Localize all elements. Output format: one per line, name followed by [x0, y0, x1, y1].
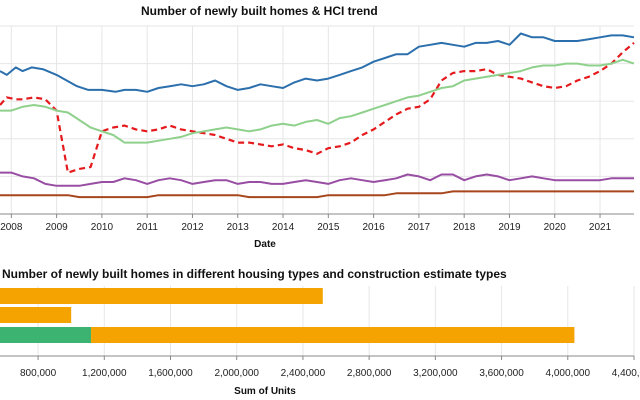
bar-x-tick-label: 1,600,000	[148, 368, 193, 379]
x-tick-label: 2010	[91, 222, 114, 233]
bar-row-3-segment-1	[0, 327, 92, 343]
bar-x-tick-label: 4,000,000	[546, 368, 591, 379]
bar-row-3-segment-2	[91, 327, 575, 343]
x-tick-label: 2019	[498, 222, 521, 233]
x-tick-label: 2015	[317, 222, 340, 233]
bar-x-axis-title: Sum of Units	[234, 386, 296, 397]
x-tick-label: 2018	[453, 222, 476, 233]
x-axis-title: Date	[254, 239, 276, 250]
x-tick-label: 2021	[589, 222, 612, 233]
bar-x-tick-label: 2,800,000	[347, 368, 392, 379]
x-tick-label: 2011	[136, 222, 158, 233]
bar-x-tick-label: 3,200,000	[413, 368, 458, 379]
bar-x-tick-label: 2,400,000	[281, 368, 326, 379]
series-line-4	[0, 171, 634, 187]
line-chart-title: Number of newly built homes & HCI trend	[141, 4, 378, 18]
x-tick-label: 2020	[544, 222, 567, 233]
bar-x-tick-label: 2,000,000	[214, 368, 259, 379]
series-line-1	[0, 32, 635, 93]
x-tick-label: 2012	[181, 222, 204, 233]
bar-x-tick-label: 1,200,000	[82, 368, 127, 379]
series-line-2	[0, 42, 635, 174]
bar-row-1-segment-1	[0, 288, 323, 304]
bar-row-2-segment-1	[0, 307, 72, 323]
bar-chart-title: Number of newly built homes in different…	[2, 267, 507, 281]
x-tick-label: 2013	[227, 222, 250, 233]
bar-x-tick-label: 800,000	[20, 368, 57, 379]
series-line-5	[0, 190, 634, 199]
x-tick-label: 2017	[408, 222, 431, 233]
bar-x-tick-label: 4,400,000	[612, 368, 640, 379]
series-line-3	[0, 58, 635, 144]
line-chart: 2008 2009 2010 2011 2012 2013 2014 2015 2016 2017…	[0, 25, 640, 250]
x-tick-label: 2008	[0, 222, 23, 233]
x-tick-label: 2014	[272, 222, 295, 233]
x-tick-label: 2009	[45, 222, 68, 233]
x-tick-label: 2016	[362, 222, 385, 233]
bar-x-tick-label: 3,600,000	[479, 368, 524, 379]
